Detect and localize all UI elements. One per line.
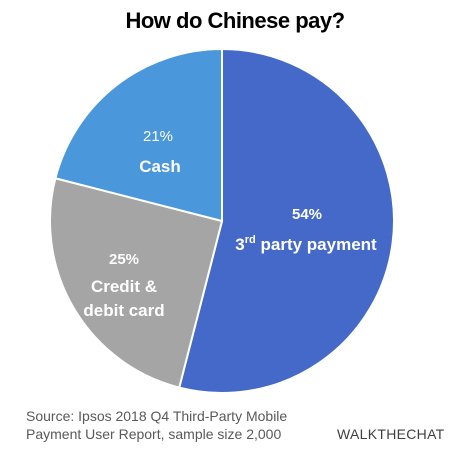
third-party-slice — [178, 47, 396, 394]
credit-debit-percent-label: 25% — [109, 251, 139, 268]
third-party-label-sup: rd — [245, 234, 256, 246]
source-note: Source: Ipsos 2018 Q4 Third-Party Mobile… — [26, 408, 288, 442]
third-party-label-rest: party payment — [256, 235, 377, 254]
chart-title: How do Chinese pay? — [125, 8, 345, 33]
credit-debit-category-line1: Credit & — [91, 277, 157, 296]
cash-category-label: Cash — [139, 157, 181, 176]
third-party-percent-label: 54% — [292, 206, 322, 223]
third-party-label-base: 3 — [235, 235, 244, 254]
credit-debit-category-line2: debit card — [83, 301, 164, 320]
third-party-category-label: 3rd party payment — [235, 234, 377, 254]
cash-percent-label: 21% — [143, 128, 173, 145]
cash-slice — [54, 47, 223, 223]
brand-watermark: WALKTHECHAT — [337, 426, 445, 442]
credit-debit-slice — [49, 177, 224, 389]
